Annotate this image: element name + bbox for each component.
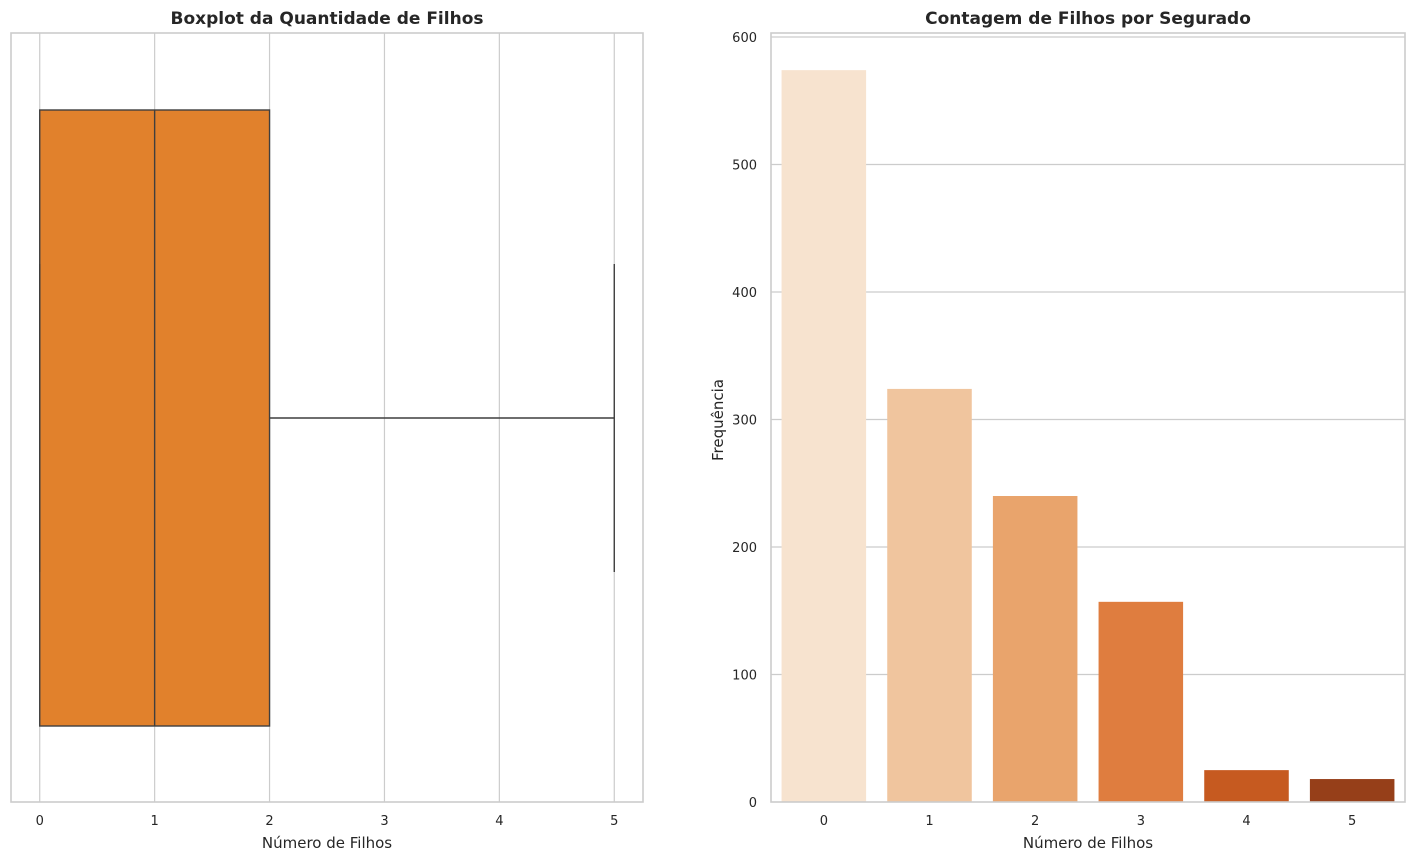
bar-chart-frame [770,32,1406,803]
boxplot-x-axis-label: Número de Filhos [262,834,392,852]
bar-chart-x-tick-label: 5 [1348,814,1356,829]
boxplot-panel: 0 1 2 3 4 5 Boxplot da Quantidade de Filhos N… [10,9,644,852]
bar-chart-panel: 0 1 2 3 4 5 0 100 200 300 400 500 600 Contagem de F… [709,9,1406,852]
bar-3 [1098,601,1184,802]
bar-1 [887,388,972,802]
boxplot-x-tick-label: 4 [495,814,503,829]
bar-chart-y-tick-label: 0 [749,796,757,811]
bar-chart-x-tick-label: 1 [925,814,933,829]
boxplot-marks [39,109,615,727]
boxplot-x-tick-label: 3 [380,814,388,829]
bar-0 [781,70,867,802]
bar-chart-x-tick-label: 4 [1242,814,1250,829]
bar-chart-y-tick-label: 200 [732,541,757,556]
bar-chart-y-tick-label: 300 [732,414,757,429]
bar-4 [1204,770,1289,802]
boxplot-x-tick-label: 5 [610,814,618,829]
bar-chart-y-tick-label: 600 [732,31,757,46]
boxplot-x-tick-label: 0 [36,814,44,829]
bar-chart-y-axis-label: Frequência [709,379,727,461]
bar-2 [992,496,1078,802]
bar-chart-x-tick-label: 3 [1137,814,1145,829]
bar-chart-x-tick-label: 2 [1031,814,1039,829]
bar-chart-x-axis-label: Número de Filhos [1023,834,1153,852]
bar-chart-y-tick-label: 100 [732,669,757,684]
bar-chart-gridlines [771,36,1405,676]
bar-chart-y-tick-labels: 0 100 200 300 400 500 600 [732,31,757,811]
bar-5 [1309,779,1395,802]
boxplot-x-tick-label: 1 [150,814,158,829]
bar-chart-x-tick-label: 0 [820,814,828,829]
bar-chart-y-tick-label: 400 [732,286,757,301]
boxplot-title: Boxplot da Quantidade de Filhos [170,9,483,29]
boxplot-frame [10,32,644,803]
bar-chart-bars [781,70,1395,802]
bar-chart-x-tick-labels: 0 1 2 3 4 5 [820,814,1357,829]
boxplot-x-tick-label: 2 [265,814,273,829]
bar-chart-title: Contagem de Filhos por Segurado [925,9,1251,29]
bar-chart-y-tick-label: 500 [732,159,757,174]
boxplot-x-tick-labels: 0 1 2 3 4 5 [36,814,619,829]
